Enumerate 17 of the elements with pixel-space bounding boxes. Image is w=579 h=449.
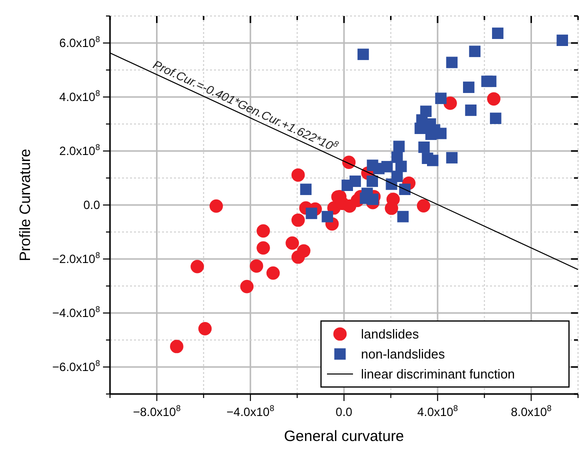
x-tick-label: −4.0x10$^{8}$ (226, 403, 275, 419)
y-tick-label: −4.0x10$^{8}$ (52, 304, 100, 320)
y-tick-label: 4.0x10$^{8}$ (59, 88, 100, 104)
y-tick-label: 0.0 (83, 198, 100, 212)
y-tick-label: 6.0x10$^{8}$ (59, 34, 100, 50)
y-tick-label: 2.0x10$^{8}$ (59, 142, 100, 158)
x-tick-label: 8.0x10$^{8}$ (510, 403, 552, 419)
y-axis-title: Profile Curvature (17, 148, 34, 262)
y-tick-label: −2.0x10$^{8}$ (52, 250, 100, 266)
legend-label: non-landslides (361, 346, 446, 362)
legend-label: linear discriminant function (361, 366, 515, 382)
x-tick-label: 0.0 (336, 405, 353, 419)
x-tick-label: −8.0x10$^{8}$ (132, 403, 181, 419)
x-tick-label: 4.0x10$^{8}$ (417, 403, 458, 419)
legend-label: landslides (361, 326, 420, 342)
x-axis-title: General curvature (284, 428, 404, 445)
y-tick-label: −6.0x10$^{8}$ (52, 358, 100, 374)
